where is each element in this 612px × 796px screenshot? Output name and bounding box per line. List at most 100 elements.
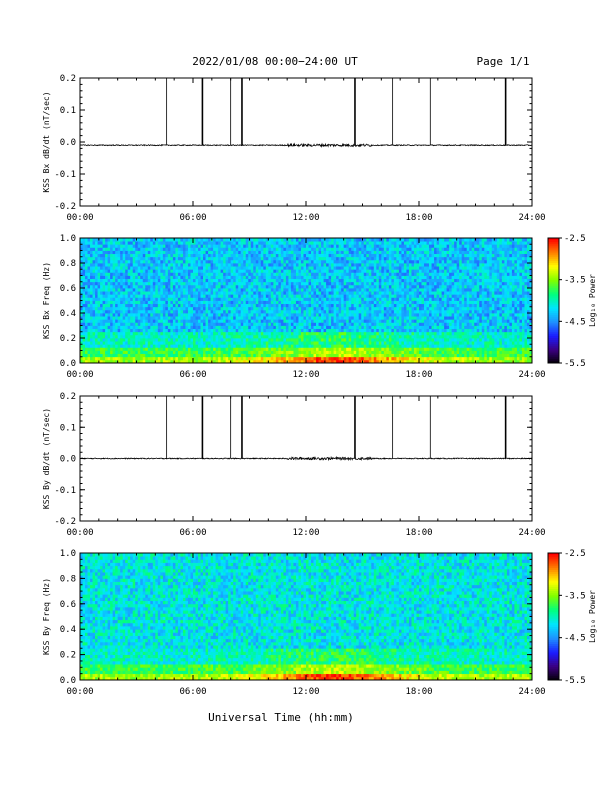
spectrogram-cell — [228, 329, 231, 333]
spectrogram-cell — [223, 241, 226, 245]
spectrogram-cell — [273, 276, 276, 280]
spectrogram-cell — [253, 301, 256, 305]
spectrogram-cell — [201, 322, 204, 326]
spectrogram-cell — [120, 338, 123, 342]
spectrogram-cell — [291, 326, 294, 330]
x-tick-label: 24:00 — [518, 213, 545, 223]
spectrogram-cell — [256, 354, 259, 358]
spectrogram-cell — [98, 338, 101, 342]
spectrogram-cell — [223, 272, 226, 276]
spectrogram-cell — [110, 269, 113, 273]
spectrogram-cell — [334, 335, 337, 339]
spectrogram-cell — [361, 307, 364, 311]
spectrogram-cell — [168, 341, 171, 345]
spectrogram-cell — [95, 294, 98, 298]
spectrogram-cell — [85, 322, 88, 326]
spectrogram-cell — [93, 344, 96, 348]
spectrogram-cell — [271, 294, 274, 298]
spectrogram-cell — [349, 341, 352, 345]
spectrogram-cell — [324, 354, 327, 358]
spectrogram-cell — [356, 291, 359, 295]
spectrogram-cell — [163, 347, 166, 351]
spectrogram-cell — [133, 344, 136, 348]
spectrogram-cell — [374, 347, 377, 351]
spectrogram-cell — [316, 272, 319, 276]
spectrogram-cell — [223, 322, 226, 326]
spectrogram-cell — [190, 282, 193, 286]
spectrogram-cell — [251, 263, 254, 267]
spectrogram-cell — [334, 310, 337, 314]
spectrogram-cell — [273, 251, 276, 255]
spectrogram-cell — [326, 282, 329, 286]
spectrogram-cell — [344, 341, 347, 345]
spectrogram-cell — [288, 247, 291, 251]
spectrogram-cell — [211, 244, 214, 248]
spectrogram-cell — [349, 319, 352, 323]
spectrogram-cell — [150, 326, 153, 330]
spectrogram-cell — [288, 335, 291, 339]
spectrogram-cell — [281, 329, 284, 333]
spectrogram-cell — [341, 322, 344, 326]
spectrogram-cell — [236, 354, 239, 358]
spectrogram-cell — [198, 322, 201, 326]
spectrogram-cell — [273, 347, 276, 351]
spectrogram-cell — [346, 241, 349, 245]
spectrogram-cell — [221, 297, 224, 301]
spectrogram-cell — [364, 313, 367, 317]
spectrogram-cell — [336, 319, 339, 323]
spectrogram-cell — [148, 329, 151, 333]
spectrogram-cell — [120, 347, 123, 351]
spectrogram-cell — [180, 263, 183, 267]
spectrogram-cell — [148, 357, 151, 361]
spectrogram-cell — [103, 282, 106, 286]
spectrogram-cell — [178, 351, 181, 355]
spectrogram-cell — [228, 297, 231, 301]
spectrogram-cell — [168, 251, 171, 255]
spectrogram-cell — [218, 338, 221, 342]
spectrogram-cell — [223, 279, 226, 283]
spectrogram-cell — [326, 257, 329, 261]
spectrogram-cell — [344, 301, 347, 305]
spectrogram-cell — [276, 357, 279, 361]
spectrogram-cell — [198, 272, 201, 276]
spectrogram-cell — [125, 335, 128, 339]
spectrogram-cell — [288, 294, 291, 298]
spectrogram-cell — [128, 341, 131, 345]
spectrogram-cell — [246, 257, 249, 261]
figure-title: 2022/01/08 00:00−24:00 UT — [192, 55, 358, 68]
spectrogram-cell — [163, 344, 166, 348]
spectrogram-cell — [346, 354, 349, 358]
spectrogram-cell — [128, 307, 131, 311]
spectrogram-cell — [190, 344, 193, 348]
spectrogram-cell — [324, 282, 327, 286]
spectrogram-cell — [203, 351, 206, 355]
spectrogram-cell — [163, 257, 166, 261]
spectrogram-cell — [346, 344, 349, 348]
spectrogram-cell — [170, 319, 173, 323]
spectrogram-cell — [243, 354, 246, 358]
spectrogram-cell — [286, 288, 289, 292]
spectrogram-cell — [369, 254, 372, 258]
spectrogram-cell — [226, 238, 229, 242]
spectrogram-cell — [238, 247, 241, 251]
spectrogram-cell — [288, 354, 291, 358]
spectrogram-cell — [211, 241, 214, 245]
spectrogram-cell — [105, 272, 108, 276]
spectrogram-cell — [276, 269, 279, 273]
spectrogram-cell — [346, 322, 349, 326]
spectrogram-cell — [316, 241, 319, 245]
spectrogram-cell — [273, 322, 276, 326]
spectrogram-cell — [133, 247, 136, 251]
spectrogram-cell — [143, 297, 146, 301]
spectrogram-cell — [319, 338, 322, 342]
spectrogram-cell — [206, 279, 209, 283]
spectrogram-cell — [168, 276, 171, 280]
spectrogram-cell — [201, 251, 204, 255]
spectrogram-cell — [160, 260, 163, 264]
spectrogram-cell — [231, 301, 234, 305]
spectrogram-cell — [376, 307, 379, 311]
spectrogram-cell — [381, 304, 384, 308]
spectrogram-cell — [138, 285, 141, 289]
spectrogram-cell — [266, 297, 269, 301]
spectrogram-cell — [354, 310, 357, 314]
